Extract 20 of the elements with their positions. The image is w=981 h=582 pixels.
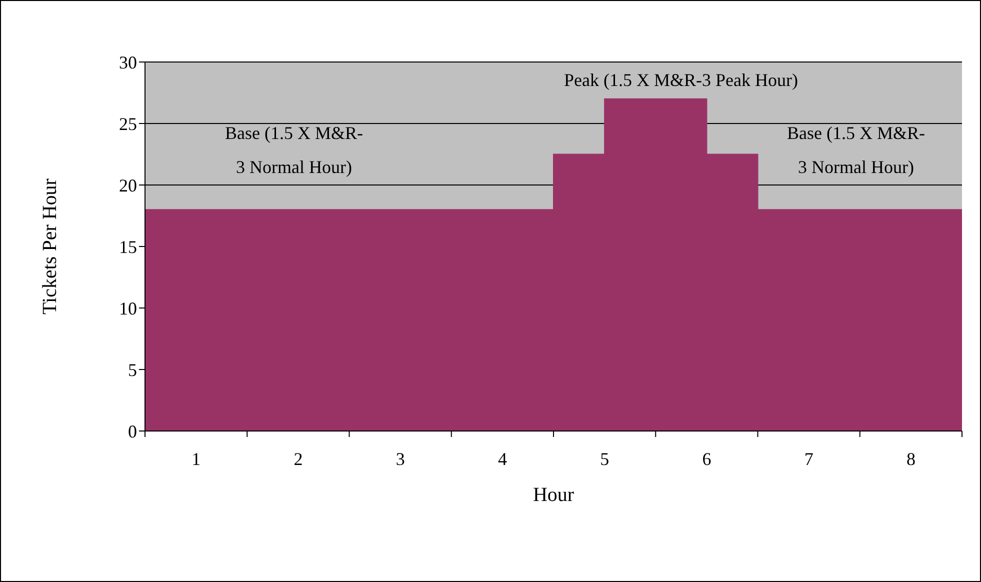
x-tick-label: 5 — [600, 449, 610, 469]
y-tick-label: 10 — [119, 298, 137, 318]
y-tick-label: 25 — [119, 114, 137, 134]
y-tick-label: 5 — [128, 360, 137, 380]
x-tick-label: 7 — [804, 449, 814, 469]
x-tick-label: 1 — [192, 449, 201, 469]
y-tick-label: 15 — [119, 236, 137, 257]
y-tick-label: 30 — [119, 52, 137, 72]
y-tick-label: 20 — [119, 175, 137, 196]
y-axis-title: Tickets Per Hour — [39, 178, 62, 314]
x-axis-title: Hour — [532, 484, 574, 506]
x-tick-label: 8 — [906, 449, 916, 469]
x-tick-label: 4 — [498, 449, 507, 469]
y-tick-label: 0 — [128, 421, 137, 442]
annotation: Base (1.5 X M&R-3 Normal Hour) — [225, 123, 363, 177]
annotation: Base (1.5 X M&R-3 Normal Hour) — [787, 123, 925, 177]
annotation: Peak (1.5 X M&R-3 Peak Hour) — [564, 70, 798, 90]
x-tick-label: 3 — [396, 449, 405, 469]
x-tick-label: 2 — [294, 449, 303, 469]
x-tick-label: 6 — [702, 449, 712, 469]
